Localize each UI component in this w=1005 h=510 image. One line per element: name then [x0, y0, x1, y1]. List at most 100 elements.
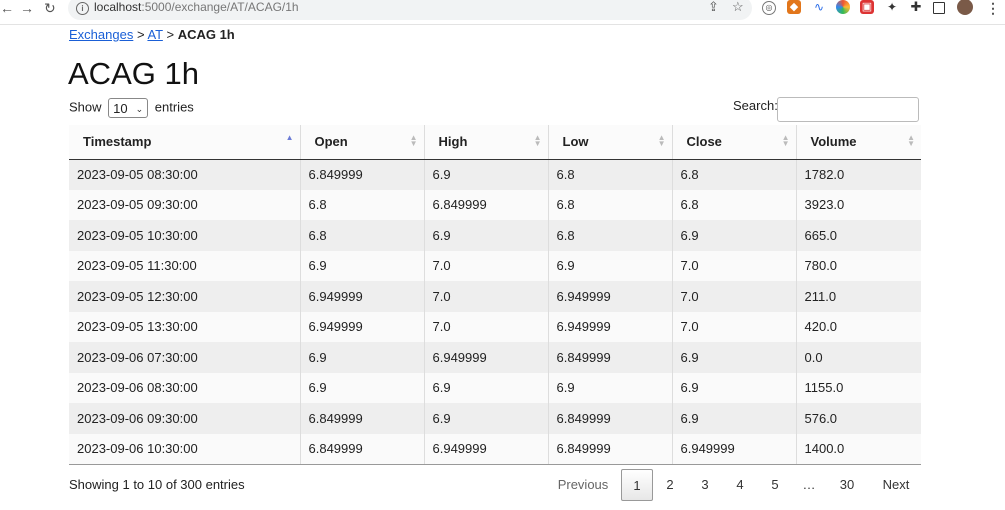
cell-open: 6.949999 [300, 281, 425, 312]
cell-open: 6.9 [300, 250, 425, 281]
menu-kebab-icon[interactable]: ⋮ [986, 0, 1000, 16]
cell-open: 6.849999 [300, 403, 425, 434]
breadcrumb-current: ACAG 1h [177, 27, 235, 42]
cell-open: 6.849999 [300, 159, 425, 190]
cell-close: 6.9 [672, 342, 797, 373]
back-arrow-icon[interactable]: ← [0, 0, 14, 16]
cell-close: 6.8 [672, 159, 797, 190]
cell-high: 6.9 [424, 403, 549, 434]
cell-volume: 0.0 [796, 342, 921, 373]
cell-timestamp: 2023-09-05 13:30:00 [69, 311, 301, 342]
cell-open: 6.8 [300, 189, 425, 220]
site-info-icon[interactable]: i [76, 2, 89, 15]
cell-volume: 420.0 [796, 311, 921, 342]
cell-timestamp: 2023-09-05 12:30:00 [69, 281, 301, 312]
pagination-next[interactable]: Next [882, 477, 910, 492]
pagination-page-2[interactable]: 2 [666, 477, 674, 492]
pagination-previous[interactable]: Previous [557, 477, 609, 492]
cell-close: 6.9 [672, 372, 797, 403]
cell-timestamp: 2023-09-06 08:30:00 [69, 372, 301, 403]
page-title: ACAG 1h [68, 56, 199, 91]
cell-timestamp: 2023-09-05 11:30:00 [69, 250, 301, 281]
pagination-page-1[interactable]: 1 [621, 469, 653, 501]
table-row: 2023-09-05 12:30:00 6.949999 7.0 6.949999 7.… [69, 281, 921, 312]
cell-volume: 1782.0 [796, 159, 921, 190]
search-input[interactable] [777, 97, 919, 122]
address-bar[interactable]: i localhost:5000/exchange/AT/ACAG/1h ⇪ ☆ [68, 0, 752, 20]
pagination-page-4[interactable]: 4 [736, 477, 744, 492]
cell-close: 7.0 [672, 250, 797, 281]
side-panel-icon[interactable] [933, 2, 945, 14]
column-header-high[interactable]: High ▲ ▼ [424, 125, 549, 160]
reload-icon[interactable]: ↻ [44, 0, 56, 16]
cell-low: 6.849999 [548, 433, 673, 465]
table-info: Showing 1 to 10 of 300 entries [69, 477, 245, 492]
cell-close: 7.0 [672, 311, 797, 342]
breadcrumb-link-exchanges[interactable]: Exchanges [69, 27, 134, 42]
extensions-puzzle-icon[interactable]: ✚ [909, 0, 923, 14]
cell-low: 6.949999 [548, 311, 673, 342]
entries-select[interactable]: 10 ⌄ [108, 98, 149, 118]
column-header-timestamp[interactable]: Timestamp ▲ [69, 125, 301, 160]
extension-icon[interactable]: ◎ [762, 1, 776, 15]
cell-volume: 1155.0 [796, 372, 921, 403]
color-picker-icon[interactable] [836, 0, 850, 14]
cell-close: 6.9 [672, 220, 797, 251]
cell-low: 6.9 [548, 250, 673, 281]
column-header-low[interactable]: Low ▲ ▼ [548, 125, 673, 160]
sort-arrows-icon: ▲ [285, 133, 294, 142]
column-header-volume[interactable]: Volume ▲ ▼ [796, 125, 921, 160]
breadcrumb: Exchanges > AT > ACAG 1h [69, 27, 235, 42]
sort-arrows-icon: ▲ ▼ [907, 133, 915, 148]
sort-arrows-icon: ▲ ▼ [409, 133, 418, 148]
cell-open: 6.9 [300, 342, 425, 373]
share-icon[interactable]: ⇪ [708, 0, 719, 14]
cell-timestamp: 2023-09-05 10:30:00 [69, 220, 301, 251]
cell-timestamp: 2023-09-05 09:30:00 [69, 189, 301, 220]
cell-timestamp: 2023-09-06 10:30:00 [69, 433, 301, 465]
wave-extension-icon[interactable]: ∿ [812, 0, 826, 14]
pagination-page-3[interactable]: 3 [701, 477, 709, 492]
column-header-open[interactable]: Open ▲ ▼ [300, 125, 425, 160]
column-header-close[interactable]: Close ▲ ▼ [672, 125, 797, 160]
cell-open: 6.9 [300, 372, 425, 403]
search-label: Search: [733, 98, 778, 113]
ohlcv-table: Timestamp ▲ Open ▲ ▼ High ▲ ▼ Low ▲ ▼ Close ▲ ▼ Volume… [69, 125, 921, 465]
cell-close: 7.0 [672, 281, 797, 312]
blocker-extension-icon[interactable]: ✦ [885, 0, 899, 14]
cell-high: 7.0 [424, 311, 549, 342]
cell-close: 6.8 [672, 189, 797, 220]
breadcrumb-link-at[interactable]: AT [147, 27, 163, 42]
cell-low: 6.9 [548, 372, 673, 403]
table-row: 2023-09-05 13:30:00 6.949999 7.0 6.949999 7.… [69, 311, 921, 342]
profile-avatar[interactable] [957, 0, 973, 15]
cell-volume: 3923.0 [796, 189, 921, 220]
table-row: 2023-09-06 07:30:00 6.9 6.949999 6.849999 6.… [69, 342, 921, 373]
cell-volume: 665.0 [796, 220, 921, 251]
cell-low: 6.8 [548, 220, 673, 251]
cell-volume: 576.0 [796, 403, 921, 434]
cell-timestamp: 2023-09-06 09:30:00 [69, 403, 301, 434]
cell-high: 6.9 [424, 372, 549, 403]
cell-low: 6.8 [548, 159, 673, 190]
sort-arrows-icon: ▲ ▼ [657, 133, 666, 148]
table-row: 2023-09-06 10:30:00 6.849999 6.949999 6.849… [69, 433, 921, 465]
metamask-icon[interactable]: ◆ [787, 0, 801, 14]
cell-low: 6.8 [548, 189, 673, 220]
cell-high: 6.9 [424, 220, 549, 251]
red-extension-icon[interactable]: ▣ [860, 0, 874, 14]
cell-high: 7.0 [424, 281, 549, 312]
cell-high: 6.949999 [424, 433, 549, 465]
chevron-down-icon: ⌄ [135, 104, 144, 114]
cell-high: 6.849999 [424, 189, 549, 220]
sort-arrows-icon: ▲ ▼ [533, 133, 542, 148]
forward-arrow-icon[interactable]: → [20, 0, 34, 16]
bookmark-star-icon[interactable]: ☆ [732, 0, 744, 14]
pagination-page-5[interactable]: 5 [771, 477, 779, 492]
pagination-page-30[interactable]: 30 [839, 477, 855, 492]
cell-low: 6.849999 [548, 342, 673, 373]
pagination-ellipsis: … [802, 477, 816, 492]
table-row: 2023-09-05 10:30:00 6.8 6.9 6.8 6.9 665.0 [69, 220, 921, 251]
sort-arrows-icon: ▲ ▼ [781, 133, 790, 148]
url-text[interactable]: localhost:5000/exchange/AT/ACAG/1h [94, 0, 299, 14]
